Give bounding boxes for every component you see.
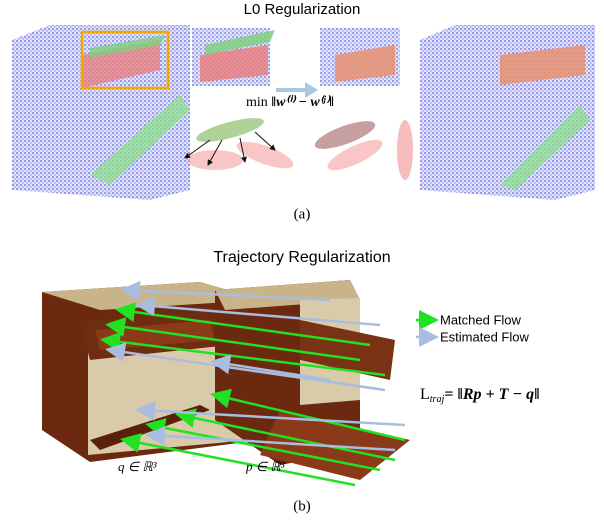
ellipses-before <box>185 113 296 174</box>
caption: (a) <box>294 206 311 222</box>
point-label: p ∈ ℝ³ <box>245 459 286 474</box>
ellipses-after <box>312 116 413 180</box>
panel-title: Trajectory Regularization <box>213 249 390 266</box>
right-point-cloud <box>420 25 595 200</box>
crop-after <box>320 28 400 86</box>
crop-before <box>192 28 275 86</box>
caption: (b) <box>293 498 311 514</box>
legend-label: Matched Flow <box>440 312 522 327</box>
left-point-cloud <box>12 25 190 200</box>
formula: min ‖w⁽ⁱ⁾ − w⁽ʲ⁾‖ <box>246 95 334 110</box>
legend-label: Estimated Flow <box>440 329 529 344</box>
figure: L0 Regularization min ‖w⁽ⁱ⁾ − w⁽ʲ⁾‖ (a) … <box>0 0 604 523</box>
legend: Matched Flow Estimated Flow <box>416 312 529 344</box>
point-label: q ∈ ℝ³ <box>118 459 158 474</box>
panel-title: L0 Regularization <box>244 1 361 18</box>
formula: Ltraj= ‖Rp + T − q‖ <box>420 386 540 406</box>
